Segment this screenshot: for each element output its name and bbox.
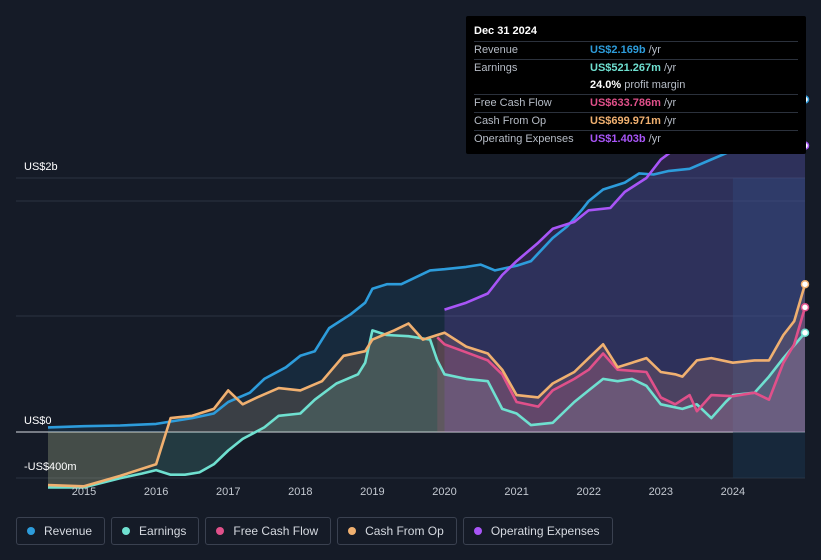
y-tick-label: -US$400m (24, 461, 77, 473)
legend-dot-icon (216, 527, 225, 535)
x-tick-label: 2017 (216, 486, 240, 498)
revenue-line (47, 98, 806, 429)
legend-item-free-cash-flow[interactable]: Free Cash Flow (205, 517, 332, 545)
cash-from-op-line (47, 283, 807, 488)
tooltip-value: US$2.169b (590, 44, 646, 56)
x-tick-label: 2022 (576, 486, 600, 498)
tooltip-label: Operating Expenses (474, 133, 574, 145)
legend-dot-icon (122, 527, 131, 535)
x-axis: 2015 2016 2017 2018 2019 2020 2021 2022 2023 2024 (72, 486, 745, 498)
cash-from-op-area (48, 284, 805, 487)
earnings-line (48, 329, 806, 489)
cash-from-op-endpoint (800, 279, 810, 289)
revenue-area (48, 99, 805, 432)
series-areas (48, 99, 805, 488)
tooltip-row: Free Cash Flow US$633.786m/yr (474, 94, 798, 112)
legend-label: Free Cash Flow (233, 524, 319, 538)
tooltip-label: Revenue (474, 44, 519, 56)
legend: Revenue Earnings Free Cash Flow Cash From O… (16, 517, 613, 545)
forecast-highlight-band (732, 178, 805, 478)
x-tick-label: 2021 (504, 486, 528, 498)
tooltip-unit: /yr (663, 97, 677, 109)
grid-lines (16, 177, 805, 479)
legend-item-revenue[interactable]: Revenue (16, 517, 106, 545)
tooltip-row: Cash From Op US$699.971m/yr (474, 112, 798, 130)
y-tick-label: US$0 (24, 415, 52, 427)
x-tick-label: 2016 (144, 486, 168, 498)
y-tick-label: US$2b (24, 161, 58, 173)
tooltip-value: 24.0% (590, 79, 622, 91)
operating-expenses-area (444, 115, 805, 432)
legend-label: Revenue (44, 524, 93, 538)
legend-dot-icon (473, 527, 482, 535)
tooltip-date: Dec 31 2024 (474, 25, 537, 37)
tooltip-unit: /yr (648, 133, 661, 145)
tooltip-row: Earnings US$521.267m/yr (474, 59, 798, 77)
tooltip-label: Cash From Op (474, 115, 547, 127)
tooltip-row: Operating Expenses US$1.403b/yr (474, 130, 798, 148)
tooltip-label: Free Cash Flow (474, 97, 552, 109)
tooltip-unit: profit margin (624, 79, 686, 91)
tooltip-value: US$521.267m (590, 62, 661, 74)
earnings-area (48, 330, 805, 488)
free-cash-flow-endpoint (800, 303, 810, 312)
tooltip-label: Earnings (474, 62, 518, 74)
tooltip-value: US$699.971m (590, 115, 661, 127)
tooltip-value: US$633.786m (590, 97, 661, 109)
x-tick-label: 2015 (72, 486, 96, 498)
tooltip-value: US$1.403b (590, 133, 646, 145)
legend-item-cash-from-op[interactable]: Cash From Op (337, 517, 457, 545)
free-cash-flow-line (436, 306, 807, 413)
x-tick-label: 2023 (649, 486, 673, 498)
tooltip-row: Revenue US$2.169b/yr (474, 41, 798, 59)
y-axis: US$2b US$0 -US$400m (24, 161, 77, 473)
legend-item-earnings[interactable]: Earnings (111, 517, 200, 545)
legend-label: Earnings (139, 524, 187, 538)
legend-dot-icon (348, 527, 357, 535)
legend-label: Cash From Op (365, 524, 444, 538)
series-lines (47, 98, 807, 489)
tooltip-unit: /yr (663, 62, 677, 74)
legend-label: Operating Expenses (490, 524, 600, 538)
tooltip-unit: /yr (663, 115, 677, 127)
free-cash-flow-area (437, 307, 805, 432)
x-tick-label: 2019 (360, 486, 384, 498)
tooltip-unit: /yr (648, 44, 661, 56)
x-tick-label: 2024 (721, 486, 745, 498)
x-tick-label: 2018 (288, 486, 312, 498)
earnings-endpoint (800, 328, 810, 337)
tooltip-label (474, 77, 590, 94)
tooltip-row: 24.0% profit margin (474, 77, 798, 94)
legend-item-operating-expenses[interactable]: Operating Expenses (462, 517, 613, 545)
x-tick-label: 2020 (432, 486, 456, 498)
tooltip: Dec 31 2024 Revenue US$2.169b/yr Earnings U… (466, 16, 806, 154)
legend-dot-icon (27, 527, 35, 535)
